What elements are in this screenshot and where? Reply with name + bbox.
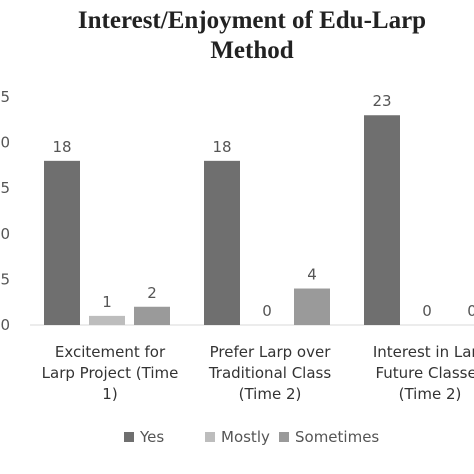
x-category-label: Excitement for: [55, 343, 166, 361]
legend-swatch-sometimes: [279, 432, 289, 442]
legend-label-sometimes: Sometimes: [295, 428, 380, 446]
x-category-label: (Time 2): [399, 385, 462, 403]
bar-sometimes-1: [134, 306, 170, 325]
y-tick-label: 25: [0, 88, 10, 106]
data-label: 4: [307, 266, 317, 284]
chart-legend: Yes Mostly Sometimes: [0, 428, 474, 452]
legend-item-yes: Yes: [124, 428, 164, 446]
bar-yes-1: [44, 160, 80, 325]
legend-item-sometimes: Sometimes: [279, 428, 379, 446]
data-label: 1: [102, 293, 112, 311]
legend-label-mostly: Mostly: [221, 428, 270, 446]
data-label: 18: [212, 138, 231, 156]
y-tick-label: 0: [0, 316, 10, 334]
y-tick-label: 10: [0, 225, 10, 243]
data-label: 0: [422, 302, 432, 320]
data-label: 0: [262, 302, 272, 320]
x-category-label: 1): [102, 385, 117, 403]
legend-swatch-yes: [124, 432, 134, 442]
x-category-label: Traditional Class: [208, 364, 332, 382]
x-category-label: (Time 2): [239, 385, 302, 403]
data-label: 18: [52, 138, 71, 156]
y-tick-label: 20: [0, 134, 10, 152]
y-tick-label: 5: [0, 270, 10, 288]
x-category-label: Interest in Larp: [373, 343, 474, 361]
legend-swatch-mostly: [205, 432, 215, 442]
x-category-label: Prefer Larp over: [210, 343, 332, 361]
bar-yes-2: [204, 160, 240, 325]
legend-item-mostly: Mostly: [205, 428, 270, 446]
legend-label-yes: Yes: [140, 428, 165, 446]
data-label: 2: [147, 284, 157, 302]
bar-yes-3: [364, 115, 400, 326]
x-category-label: Larp Project (Time: [42, 364, 179, 382]
bar-sometimes-2: [294, 288, 330, 325]
bar-mostly-1: [89, 315, 125, 325]
chart-title-line-1: Interest/Enjoyment of Edu-Larp: [77, 7, 427, 34]
y-tick-label: 15: [0, 179, 10, 197]
data-label: 23: [372, 92, 391, 110]
x-category-label: Future Classes: [375, 364, 474, 382]
chart-title-line-2: Method: [210, 37, 294, 64]
data-label: 0: [467, 302, 474, 320]
chart-title: Interest/Enjoyment of Edu-Larp Method: [0, 6, 474, 66]
